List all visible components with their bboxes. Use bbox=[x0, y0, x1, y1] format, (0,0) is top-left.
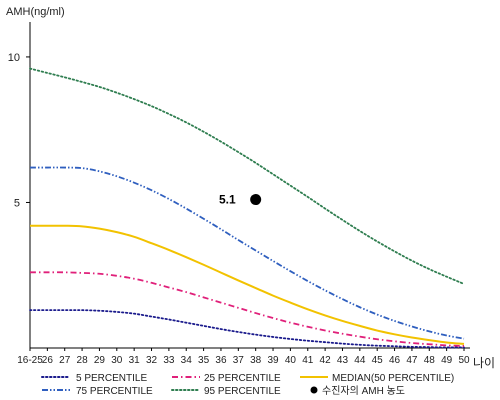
x-tick-label: 16-25 bbox=[17, 355, 43, 366]
x-tick-label: 44 bbox=[354, 355, 366, 366]
series-group bbox=[29, 67, 465, 349]
x-tick-label: 41 bbox=[302, 355, 314, 366]
x-tick-label: 40 bbox=[285, 355, 297, 366]
x-tick-label: 45 bbox=[372, 355, 384, 366]
y-axis-label: AMH(ng/ml) bbox=[6, 6, 65, 18]
x-tick-label: 38 bbox=[250, 355, 262, 366]
x-tick-label: 27 bbox=[59, 355, 71, 366]
y-axis-ticks: 5 10 bbox=[8, 52, 30, 209]
y-tick-label: 5 bbox=[14, 197, 20, 209]
x-tick-label: 33 bbox=[163, 355, 175, 366]
x-tick-label: 32 bbox=[146, 355, 158, 366]
series-line-median-50-percentile bbox=[30, 224, 465, 345]
legend-label-5-percentile: 5 PERCENTILE bbox=[76, 373, 147, 384]
x-tick-label: 29 bbox=[94, 355, 106, 366]
x-tick-label: 31 bbox=[129, 355, 141, 366]
x-tick-label: 50 bbox=[458, 355, 470, 366]
series-line-5-percentile bbox=[29, 309, 465, 349]
x-tick-label: 37 bbox=[233, 355, 245, 366]
patient-amh-point bbox=[250, 194, 262, 206]
legend: 5 PERCENTILE 25 PERCENTILE MEDIAN(50 PER… bbox=[41, 373, 454, 397]
x-axis-ticks: 16-25 26 27 28 29 30 31 32 33 34 35 36 37 38 39 40 41 42 4… bbox=[17, 348, 470, 366]
x-tick-label: 46 bbox=[389, 355, 401, 366]
x-tick-label: 30 bbox=[111, 355, 123, 366]
legend-label-95-percentile: 95 PERCENTILE bbox=[204, 386, 281, 397]
x-tick-label: 28 bbox=[77, 355, 89, 366]
x-tick-label: 49 bbox=[441, 355, 453, 366]
x-tick-label: 36 bbox=[215, 355, 227, 366]
x-tick-label: 39 bbox=[267, 355, 279, 366]
x-tick-label: 26 bbox=[42, 355, 54, 366]
x-tick-label: 42 bbox=[320, 355, 332, 366]
series-line-25-percentile bbox=[29, 271, 465, 347]
x-tick-label: 47 bbox=[406, 355, 418, 366]
y-tick-label: 10 bbox=[8, 52, 20, 64]
series-line-95-percentile bbox=[29, 67, 465, 285]
patient-amh-value-label: 5.1 bbox=[219, 193, 236, 207]
legend-label-25-percentile: 25 PERCENTILE bbox=[204, 373, 281, 384]
x-tick-label: 48 bbox=[424, 355, 436, 366]
legend-label-median: MEDIAN(50 PERCENTILE) bbox=[332, 373, 454, 384]
legend-marker-patient-amh bbox=[310, 386, 318, 394]
legend-label-patient-amh: 수진자의 AMH 농도 bbox=[322, 385, 405, 397]
x-tick-label: 34 bbox=[181, 355, 193, 366]
x-axis-label: 나이 bbox=[473, 356, 495, 370]
x-tick-label: 43 bbox=[337, 355, 349, 366]
x-tick-label: 35 bbox=[198, 355, 210, 366]
legend-label-75-percentile: 75 PERCENTILE bbox=[76, 386, 153, 397]
